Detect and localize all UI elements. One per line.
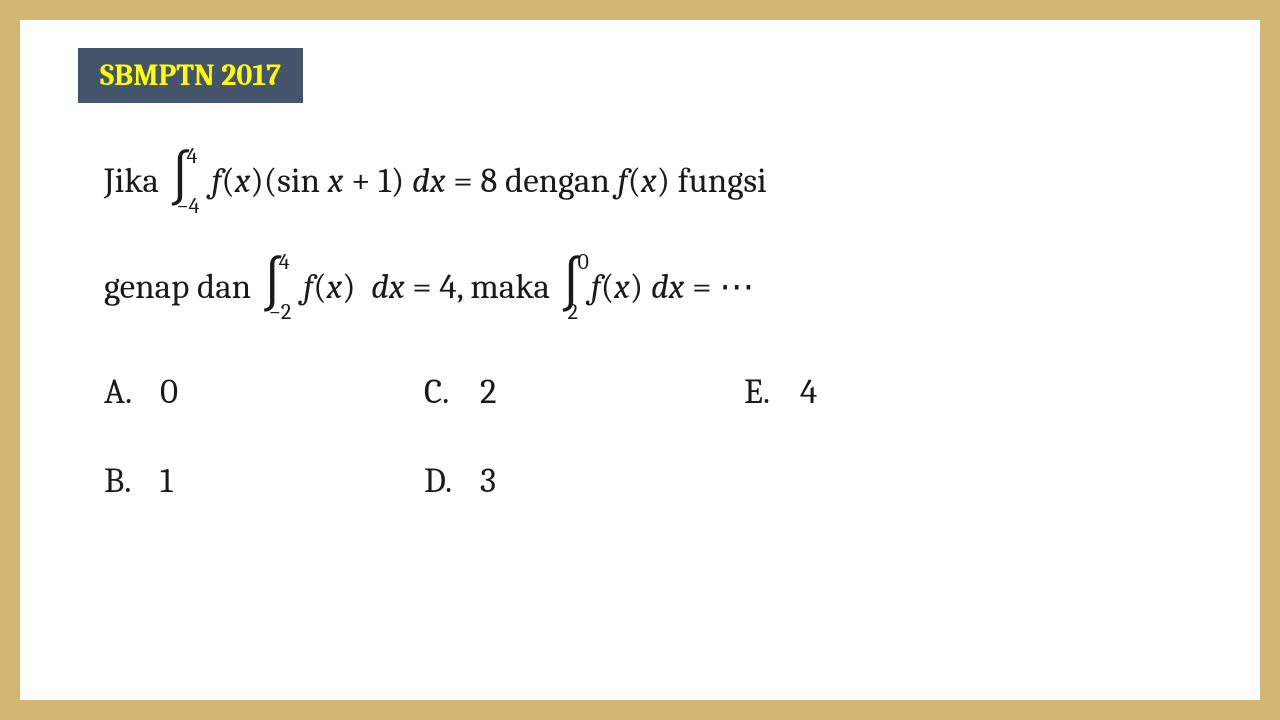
question-line-1: Jika ∫ 4 −4 f ( x )(sin x + 1) dx = 8 de… [104,159,1176,203]
text: f [618,160,628,202]
text: x [235,160,251,202]
text: ( [628,160,641,202]
text: ( [601,266,614,308]
integral-1: ∫ 4 −4 [169,159,210,203]
text: ) [630,266,651,308]
option-letter: B. [104,460,160,501]
page-card: SBMPTN 2017 Jika ∫ 4 −4 f ( x )(sin x + … [20,20,1260,700]
option-c: C. 2 [424,371,744,412]
text: + 1) [343,160,412,202]
text: = ⋯ [684,266,754,308]
text: )(sin [250,160,327,202]
text: dx [412,160,446,202]
text: x [327,266,343,308]
text: f [591,266,601,308]
upper-bound: 0 [577,251,588,273]
option-value: 4 [800,371,817,412]
upper-bound: 4 [279,251,302,273]
option-value: 3 [480,460,496,501]
text: Jika [104,160,167,202]
text: x [328,160,344,202]
option-d: D. 3 [424,460,744,501]
integral-3: ∫ 0 2 [560,265,589,309]
integral-2: ∫ 4 −2 [261,265,301,309]
text: ( [313,266,326,308]
option-letter: C. [424,371,480,412]
answer-options: A. 0 C. 2 E. 4 B. 1 D. 3 [104,371,1176,501]
upper-bound: 4 [186,145,209,167]
option-e: E. 4 [744,371,1064,412]
option-letter: E. [744,371,800,412]
text: genap dan [104,266,259,308]
option-value: 1 [160,460,173,501]
text: x [614,266,630,308]
text: dx [651,266,685,308]
lower-bound: 2 [567,301,578,323]
text: f [303,266,313,308]
lower-bound: −4 [176,195,199,217]
text: x [641,160,657,202]
text: ) fungsi [657,160,767,202]
text: = 8 dengan [446,160,618,202]
lower-bound: −2 [269,301,292,323]
exam-tag: SBMPTN 2017 [78,48,303,103]
option-value: 2 [480,371,497,412]
text: dx [371,266,405,308]
text: ) [342,266,371,308]
option-letter: A. [104,371,160,412]
text: ( [221,160,234,202]
option-a: A. 0 [104,371,424,412]
question-line-2: genap dan ∫ 4 −2 f ( x ) dx = 4, maka ∫ … [104,265,1176,309]
option-value: 0 [160,371,178,412]
question-body: Jika ∫ 4 −4 f ( x )(sin x + 1) dx = 8 de… [68,159,1212,501]
text: = 4, maka [405,266,558,308]
option-letter: D. [424,460,480,501]
text: f [211,160,221,202]
option-b: B. 1 [104,460,424,501]
